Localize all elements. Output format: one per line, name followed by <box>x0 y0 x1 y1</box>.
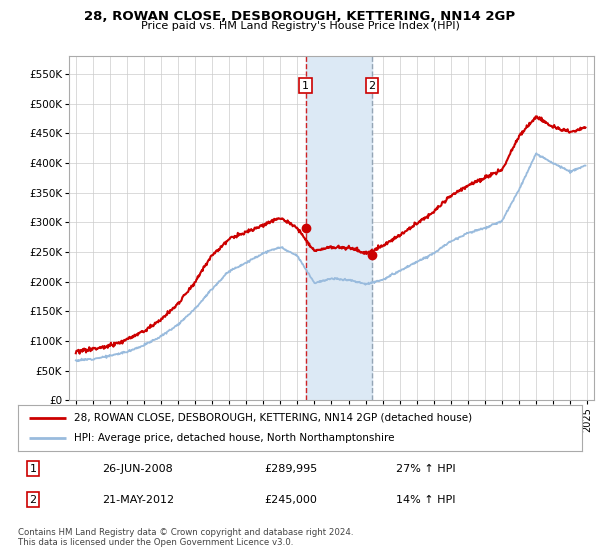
Text: 1: 1 <box>29 464 37 474</box>
Text: 28, ROWAN CLOSE, DESBOROUGH, KETTERING, NN14 2GP: 28, ROWAN CLOSE, DESBOROUGH, KETTERING, … <box>85 10 515 23</box>
Text: 1: 1 <box>302 81 309 91</box>
Text: Price paid vs. HM Land Registry's House Price Index (HPI): Price paid vs. HM Land Registry's House … <box>140 21 460 31</box>
Text: £289,995: £289,995 <box>264 464 317 474</box>
Text: 14% ↑ HPI: 14% ↑ HPI <box>396 494 455 505</box>
Text: 28, ROWAN CLOSE, DESBOROUGH, KETTERING, NN14 2GP (detached house): 28, ROWAN CLOSE, DESBOROUGH, KETTERING, … <box>74 413 473 423</box>
Text: 2: 2 <box>368 81 376 91</box>
Text: 21-MAY-2012: 21-MAY-2012 <box>102 494 174 505</box>
Text: £245,000: £245,000 <box>264 494 317 505</box>
Bar <box>305 56 372 400</box>
Text: 2: 2 <box>29 494 37 505</box>
Text: 26-JUN-2008: 26-JUN-2008 <box>102 464 173 474</box>
Text: Contains HM Land Registry data © Crown copyright and database right 2024.
This d: Contains HM Land Registry data © Crown c… <box>18 528 353 547</box>
Text: HPI: Average price, detached house, North Northamptonshire: HPI: Average price, detached house, Nort… <box>74 433 395 443</box>
Text: 27% ↑ HPI: 27% ↑ HPI <box>396 464 455 474</box>
